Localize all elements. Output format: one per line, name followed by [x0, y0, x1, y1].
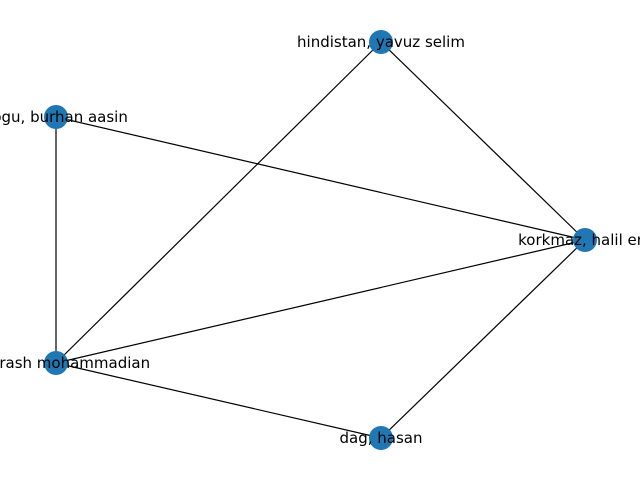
- node-arash: [44, 351, 68, 375]
- node-hindistan: [369, 30, 393, 54]
- labels-layer: hindistan, yavuz selim kogu, burhan aasin…: [0, 33, 640, 447]
- node-label-korkmaz: korkmaz, halil ere: [518, 231, 640, 249]
- node-korkmaz: [573, 228, 597, 252]
- edge-hindistan-korkmaz: [380, 41, 586, 241]
- node-label-kogu: kogu, burhan aasin: [0, 108, 128, 126]
- node-label-hindistan: hindistan, yavuz selim: [297, 33, 465, 51]
- edge-arash-korkmaz: [55, 239, 586, 364]
- edges-layer: [55, 41, 586, 439]
- edge-arash-dag: [55, 362, 382, 439]
- edge-hindistan-arash: [55, 41, 382, 364]
- node-label-arash: ad, arash mohammadian: [0, 354, 150, 372]
- edge-kogu-korkmaz: [55, 116, 586, 241]
- node-dag: [369, 426, 393, 450]
- nodes-layer: [44, 30, 597, 450]
- node-kogu: [44, 105, 68, 129]
- edge-dag-korkmaz: [380, 239, 586, 439]
- node-label-dag: dag, hasan: [340, 429, 423, 447]
